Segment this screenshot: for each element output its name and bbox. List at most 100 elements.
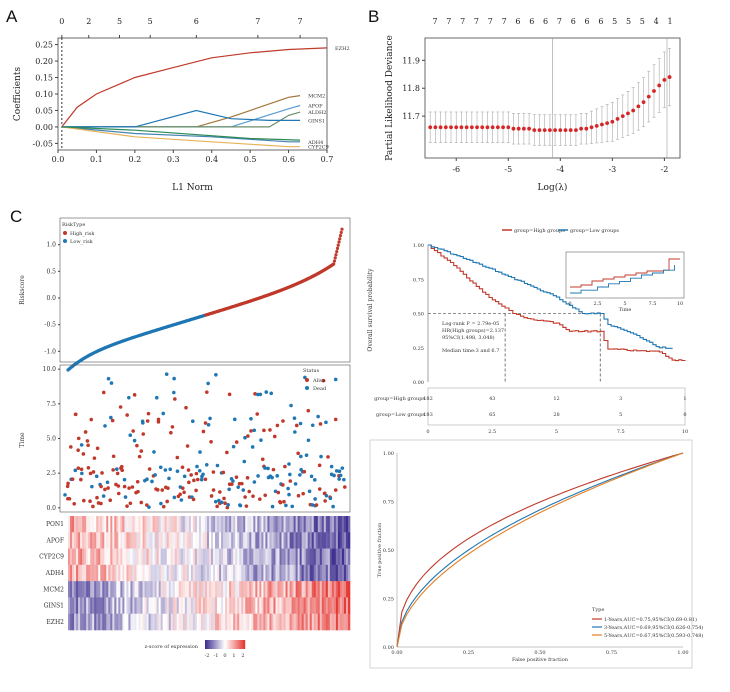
- heatmap-cell: [196, 516, 200, 533]
- time-point: [272, 434, 277, 439]
- heatmap-cell: [247, 564, 250, 582]
- heatmap-cell: [285, 597, 288, 615]
- heatmap-cell: [104, 597, 107, 615]
- heatmap-cell: [273, 532, 276, 549]
- deviance-point: [495, 125, 500, 130]
- heatmap-cell: [309, 613, 313, 631]
- heatmap-cell: [317, 564, 321, 582]
- heatmap-cell: [132, 581, 135, 598]
- deviance-point: [464, 125, 469, 130]
- heatmap-cell: [289, 548, 292, 566]
- y-tick-label: 0.05: [35, 106, 53, 115]
- heatmap-cell: [255, 532, 258, 549]
- heatmap-cell: [239, 548, 242, 566]
- heatmap-cell: [321, 564, 325, 582]
- time-point: [146, 411, 151, 416]
- heatmap-cell: [339, 516, 343, 533]
- x-tick-label: 0.50: [534, 650, 545, 656]
- top-tick-label: 0: [59, 17, 64, 26]
- heatmap-cell: [158, 516, 161, 533]
- heatmap-cell: [209, 516, 212, 533]
- heatmap-cell: [289, 532, 292, 549]
- heatmap-cell: [116, 516, 119, 533]
- heatmap-cell: [98, 597, 101, 615]
- heatmap-legend-bar: [238, 640, 240, 649]
- heatmap-cell: [194, 516, 198, 533]
- heatmap-legend-tick: 0: [223, 653, 226, 659]
- heatmap-cell: [180, 564, 184, 582]
- heatmap-cell: [293, 548, 296, 566]
- heatmap-cell: [219, 564, 222, 582]
- y-tick-label: 0.75: [413, 277, 424, 283]
- time-point: [309, 474, 314, 479]
- time-point: [167, 476, 171, 481]
- heatmap-cell: [150, 581, 153, 598]
- top-tick-label: 6: [571, 17, 576, 26]
- heatmap-cell: [233, 564, 236, 582]
- heatmap-cell: [152, 564, 155, 582]
- heatmap-cell: [144, 532, 147, 549]
- heatmap-cell: [84, 597, 87, 615]
- legend-label-high: group=High groups: [514, 228, 565, 234]
- heatmap-cell: [148, 613, 151, 631]
- x-tick-label: -2: [660, 165, 668, 174]
- heatmap-cell: [112, 532, 115, 549]
- heatmap-cell: [178, 564, 182, 582]
- heatmap-cell: [204, 564, 208, 582]
- heatmap-cell: [72, 532, 75, 549]
- heatmap-cell: [225, 548, 228, 566]
- heatmap-cell: [104, 532, 107, 549]
- heatmap-cell: [168, 613, 172, 631]
- heatmap-cell: [184, 516, 188, 533]
- heatmap-cell: [114, 597, 117, 615]
- time-point: [247, 489, 252, 494]
- heatmap-cell: [108, 516, 111, 533]
- heatmap-cell: [120, 613, 123, 631]
- heatmap-cell: [92, 613, 95, 631]
- heatmap-cell: [209, 613, 212, 631]
- time-point: [189, 473, 193, 477]
- heatmap-cell: [112, 581, 115, 598]
- legend-dot-low: [63, 239, 67, 243]
- time-point: [79, 443, 84, 447]
- heatmap-cell: [213, 532, 216, 549]
- x-tick-label: 0.00: [391, 650, 402, 656]
- heatmap-cell: [223, 532, 226, 549]
- deviance-point: [438, 125, 443, 130]
- heatmap-cell: [146, 532, 149, 549]
- heatmap-cell: [98, 548, 101, 566]
- heatmap-cell: [247, 548, 250, 566]
- heatmap-cell: [206, 516, 210, 533]
- heatmap-cell: [140, 564, 143, 582]
- km-stat-line: 95%CI(1.498, 3.048): [442, 334, 495, 341]
- heatmap-cell: [333, 581, 337, 598]
- heatmap-cell: [323, 564, 327, 582]
- heatmap-cell: [347, 532, 351, 549]
- heatmap-cell: [82, 613, 85, 631]
- heatmap-cell: [178, 597, 182, 615]
- heatmap-cell: [78, 613, 81, 631]
- heatmap-cell: [253, 564, 256, 582]
- heatmap-cell: [283, 532, 286, 549]
- heatmap-cell: [269, 516, 272, 533]
- heatmap-cell: [281, 613, 284, 631]
- heatmap-cell: [275, 516, 278, 533]
- heatmap-cell: [311, 532, 315, 549]
- time-point: [161, 411, 166, 416]
- time-point: [219, 500, 224, 505]
- time-point: [252, 480, 257, 484]
- time-point: [306, 408, 311, 413]
- heatmap-cell: [263, 516, 266, 533]
- heatmap-cell: [146, 581, 149, 598]
- heatmap-cell: [196, 548, 200, 566]
- heatmap-cell: [309, 516, 313, 533]
- time-point: [326, 455, 330, 459]
- heatmap-cell: [202, 532, 206, 549]
- heatmap-cell: [217, 613, 220, 631]
- heatmap-cell: [231, 516, 234, 533]
- heatmap-cell: [72, 597, 75, 615]
- heatmap-cell: [245, 516, 248, 533]
- deviance-point: [600, 122, 604, 127]
- heatmap-cell: [311, 597, 315, 615]
- time-point: [170, 425, 175, 429]
